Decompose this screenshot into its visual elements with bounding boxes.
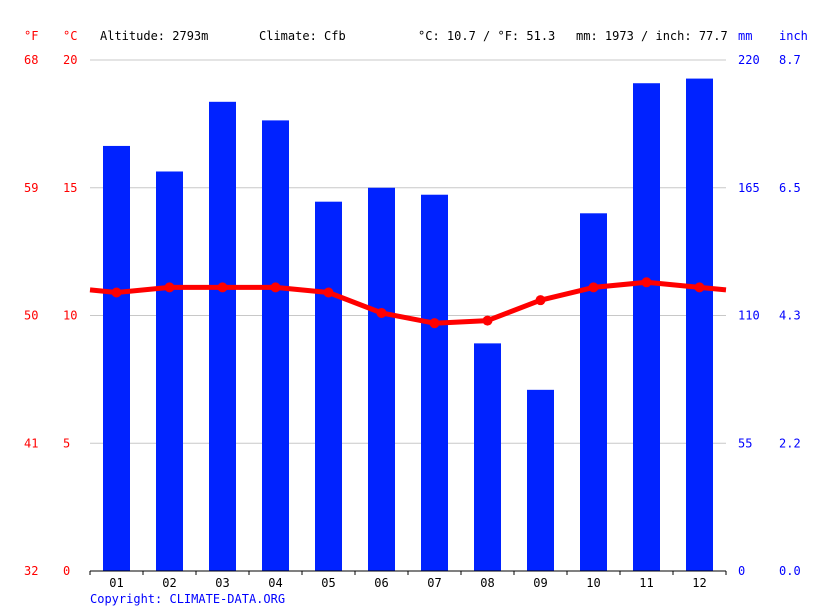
temperature-point <box>323 287 334 298</box>
inch-tick-label: 6.5 <box>779 181 801 195</box>
precipitation-bar <box>103 145 130 571</box>
month-tick-label: 09 <box>533 576 547 590</box>
mm-unit-label: mm <box>738 29 753 43</box>
precipitation-bar <box>209 101 236 572</box>
month-tick-label: 08 <box>480 576 494 590</box>
month-tick-label: 07 <box>427 576 441 590</box>
celsius-tick-label: 10 <box>63 309 77 323</box>
precipitation-bar <box>527 389 554 571</box>
celsius-tick-label: 15 <box>63 181 77 195</box>
month-tick-label: 04 <box>268 576 282 590</box>
celsius-tick-label: 0 <box>63 564 70 578</box>
temperature-point <box>270 282 281 293</box>
inch-tick-label: 0.0 <box>779 564 801 578</box>
precipitation-bar <box>421 194 448 571</box>
month-tick-label: 01 <box>109 576 123 590</box>
mm-tick-label: 165 <box>738 181 760 195</box>
precipitation-bar <box>368 187 395 571</box>
mm-tick-label: 0 <box>738 564 745 578</box>
temperature-point <box>694 282 705 293</box>
fahrenheit-tick-label: 32 <box>24 564 38 578</box>
inch-tick-label: 4.3 <box>779 309 801 323</box>
altitude-label: Altitude: 2793m <box>100 29 209 43</box>
inch-unit-label: inch <box>779 29 808 43</box>
fahrenheit-tick-label: 59 <box>24 181 38 195</box>
average-temperature-label: °C: 10.7 / °F: 51.3 <box>418 29 556 43</box>
temperature-point <box>429 318 440 329</box>
precipitation-bar <box>686 78 713 571</box>
mm-tick-label: 110 <box>738 309 760 323</box>
precipitation-bar <box>262 120 289 572</box>
inch-tick-label: 2.2 <box>779 436 801 450</box>
fahrenheit-tick-label: 41 <box>24 436 38 450</box>
precipitation-bar <box>315 201 342 571</box>
temperature-point <box>535 295 546 306</box>
temperature-point <box>164 282 175 293</box>
month-tick-label: 05 <box>321 576 335 590</box>
celsius-tick-label: 5 <box>63 436 70 450</box>
precipitation-bar <box>474 343 501 571</box>
month-tick-label: 02 <box>162 576 176 590</box>
month-tick-label: 10 <box>586 576 600 590</box>
temperature-point <box>588 282 599 293</box>
mm-tick-label: 55 <box>738 436 752 450</box>
fahrenheit-tick-label: 50 <box>24 309 38 323</box>
month-tick-label: 03 <box>215 576 229 590</box>
precipitation-bar <box>633 83 660 572</box>
precipitation-bar <box>580 213 607 572</box>
celsius-tick-label: 20 <box>63 53 77 67</box>
fahrenheit-unit-label: °F <box>24 29 39 43</box>
temperature-point <box>376 307 387 318</box>
climate-label: Climate: Cfb <box>259 29 346 43</box>
mm-tick-label: 220 <box>738 53 760 67</box>
copyright-link[interactable]: Copyright: CLIMATE-DATA.ORG <box>90 592 286 606</box>
temperature-point <box>482 315 493 326</box>
month-tick-label: 11 <box>639 576 653 590</box>
temperature-point <box>111 287 122 298</box>
total-precipitation-label: mm: 1973 / inch: 77.7 <box>576 29 728 43</box>
temperature-line <box>89 279 727 326</box>
inch-tick-label: 8.7 <box>779 53 801 67</box>
fahrenheit-tick-label: 68 <box>24 53 38 67</box>
temperature-point <box>217 282 228 293</box>
temperature-point <box>641 277 652 288</box>
celsius-unit-label: °C <box>63 29 78 43</box>
month-tick-label: 06 <box>374 576 388 590</box>
precipitation-bar <box>156 171 183 571</box>
month-tick-label: 12 <box>692 576 706 590</box>
